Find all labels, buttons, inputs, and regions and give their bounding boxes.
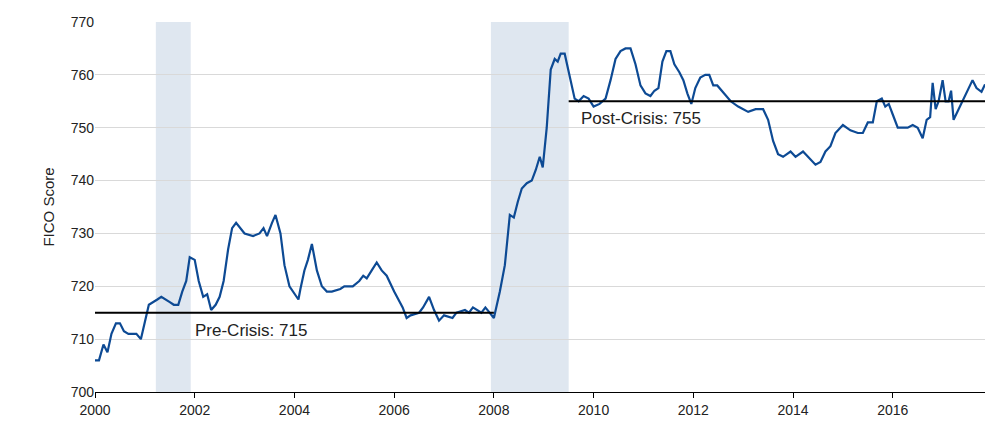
svg-text:720: 720 <box>71 278 95 294</box>
svg-text:2006: 2006 <box>379 402 410 418</box>
svg-text:2002: 2002 <box>179 402 210 418</box>
svg-text:2012: 2012 <box>678 402 709 418</box>
svg-text:760: 760 <box>71 67 95 83</box>
svg-text:700: 700 <box>71 384 95 400</box>
svg-text:770: 770 <box>71 14 95 30</box>
svg-text:740: 740 <box>71 172 95 188</box>
svg-text:2008: 2008 <box>478 402 509 418</box>
svg-text:730: 730 <box>71 225 95 241</box>
svg-text:FICO Score: FICO Score <box>40 167 57 246</box>
svg-text:2016: 2016 <box>877 402 908 418</box>
svg-text:750: 750 <box>71 120 95 136</box>
svg-text:2000: 2000 <box>79 402 110 418</box>
svg-text:2014: 2014 <box>777 402 808 418</box>
svg-text:710: 710 <box>71 331 95 347</box>
svg-text:2004: 2004 <box>279 402 310 418</box>
svg-text:Pre-Crisis: 715: Pre-Crisis: 715 <box>195 321 307 340</box>
svg-text:2010: 2010 <box>578 402 609 418</box>
svg-text:Post-Crisis: 755: Post-Crisis: 755 <box>581 109 701 128</box>
